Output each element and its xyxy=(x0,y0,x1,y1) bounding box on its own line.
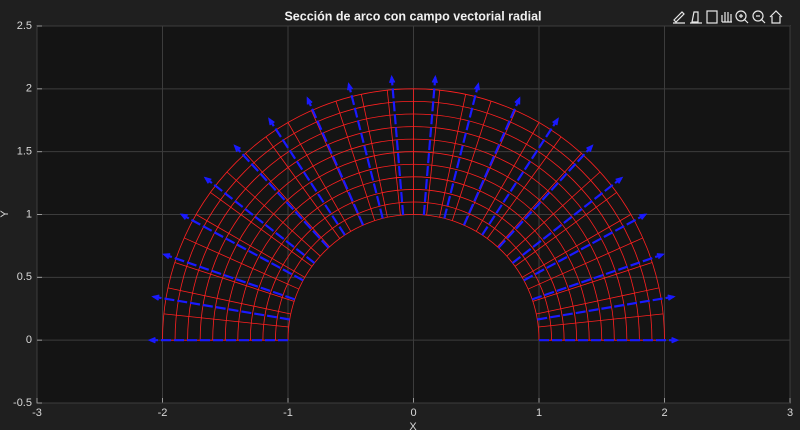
quiver-arrow xyxy=(511,177,623,264)
legend-icon[interactable] xyxy=(706,10,718,24)
y-tick-label: 1 xyxy=(26,208,32,220)
zoom-out-icon[interactable] xyxy=(752,10,764,22)
mesh-radial xyxy=(514,192,617,267)
quiver-head xyxy=(233,144,241,152)
chart-title: Sección de arco con campo vectorial radi… xyxy=(284,9,541,23)
quiver-head xyxy=(347,82,354,91)
mesh-radial xyxy=(167,287,291,315)
mesh-radial xyxy=(174,262,295,302)
mesh-radial xyxy=(475,122,540,232)
mesh-radial xyxy=(184,237,300,290)
mesh-radial xyxy=(163,313,289,328)
quiver-arrow xyxy=(537,295,674,321)
quiver-arrow xyxy=(204,177,316,264)
quiver-arrow xyxy=(181,213,304,282)
quiver-head xyxy=(268,117,275,126)
quiver-arrow xyxy=(268,118,346,236)
quiver-head xyxy=(179,213,188,220)
x-tick-label: -2 xyxy=(158,407,168,419)
quiver-arrow xyxy=(531,253,664,301)
x-axis-label: X xyxy=(409,421,417,430)
quiver-head xyxy=(586,144,594,152)
quiver-arrow xyxy=(443,84,480,219)
quiver-head xyxy=(473,82,480,91)
x-tick-label: -3 xyxy=(32,407,42,419)
mesh-radial xyxy=(265,136,341,239)
mesh-radial xyxy=(360,94,388,218)
data-tips-icon[interactable] xyxy=(690,11,702,24)
quiver-head xyxy=(671,337,680,344)
y-tick-label: -0.5 xyxy=(13,397,32,409)
mesh-radial xyxy=(497,153,582,248)
quiver-head xyxy=(147,337,156,344)
quiver-arrow xyxy=(523,213,646,282)
zoom-in-icon[interactable] xyxy=(735,10,747,22)
quiver-arrow xyxy=(163,253,296,301)
mesh-radial xyxy=(451,101,492,221)
x-tick-label: 0 xyxy=(410,407,416,419)
mesh-radial xyxy=(506,171,601,257)
mesh-radial xyxy=(426,90,441,216)
y-axis-label: Y xyxy=(0,210,11,218)
mesh-radial xyxy=(439,94,467,218)
x-tick-label: 1 xyxy=(536,407,542,419)
mesh-radial xyxy=(532,262,653,302)
quiver-arrow xyxy=(481,118,559,236)
mesh-radial xyxy=(245,153,330,248)
quiver-head xyxy=(431,74,438,84)
mesh-radial xyxy=(287,122,352,232)
y-tick-label: 0 xyxy=(26,334,32,346)
mesh-radial xyxy=(386,90,401,216)
quiver-head xyxy=(389,74,396,84)
y-tick-label: 2.5 xyxy=(17,20,32,32)
mesh-radial xyxy=(536,287,660,315)
quiver-arrow xyxy=(390,77,405,216)
mesh-radial xyxy=(538,313,664,328)
quiver-head xyxy=(667,294,676,301)
quiver-arrow xyxy=(347,84,384,219)
mesh-radial xyxy=(226,171,321,257)
y-tick-label: 1.5 xyxy=(17,146,32,158)
x-tick-label: 3 xyxy=(787,407,793,419)
mesh-radial xyxy=(195,214,306,278)
mesh-radial xyxy=(521,214,632,278)
toolbar[interactable] xyxy=(673,10,783,24)
quiver-arrow xyxy=(497,145,593,249)
quiver-head xyxy=(162,253,171,260)
mesh-radial xyxy=(486,136,562,239)
pan-icon[interactable] xyxy=(721,12,732,23)
quiver-head xyxy=(151,294,160,301)
quiver-head xyxy=(639,213,648,220)
quiver-arrow xyxy=(153,295,290,321)
y-tick-label: 2 xyxy=(26,83,32,95)
mesh-arc xyxy=(287,214,540,341)
quiver-head xyxy=(615,176,624,184)
quiver-arrow xyxy=(234,145,330,249)
quiver-arrow xyxy=(306,98,365,226)
mesh-radial xyxy=(335,101,376,221)
mesh-radial xyxy=(527,237,643,290)
x-tick-label: 2 xyxy=(661,407,667,419)
quiver-arrow xyxy=(422,77,437,216)
x-tick-label: -1 xyxy=(283,407,293,419)
quiver-head xyxy=(203,176,212,184)
quiver-head xyxy=(656,253,665,260)
brush-icon[interactable] xyxy=(673,11,685,24)
quiver-arrow xyxy=(462,98,521,226)
home-icon[interactable] xyxy=(769,10,783,24)
y-tick-label: 0.5 xyxy=(17,271,32,283)
quiver-head xyxy=(552,117,559,126)
quiver-head xyxy=(306,96,313,105)
quiver-head xyxy=(514,96,521,105)
mesh-radial xyxy=(210,192,313,267)
